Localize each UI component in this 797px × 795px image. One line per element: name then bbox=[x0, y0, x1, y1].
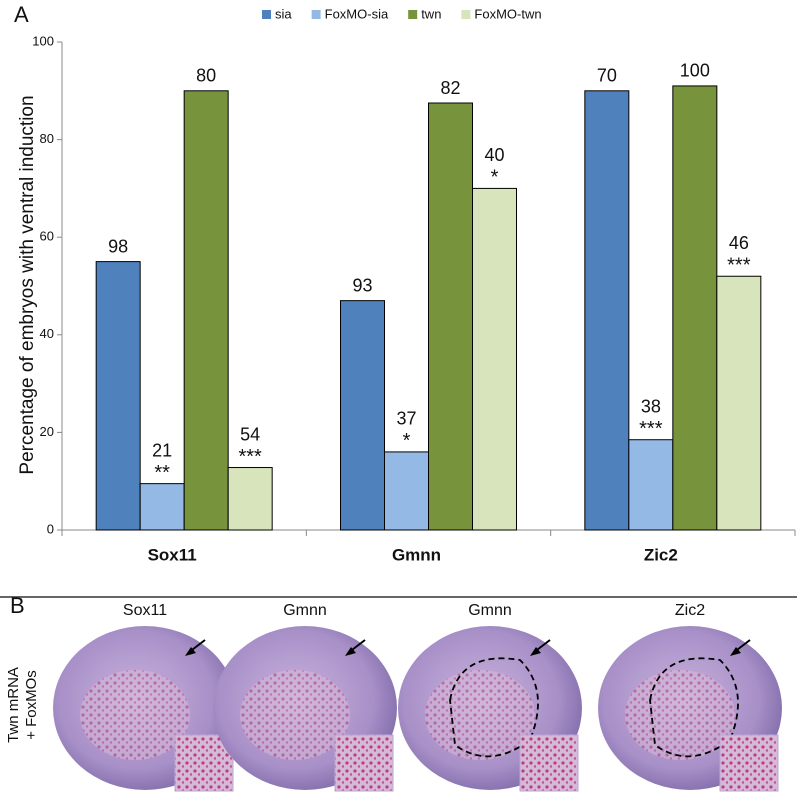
arrow-head bbox=[345, 647, 356, 656]
bar bbox=[139, 483, 185, 531]
y-tick-label: 60 bbox=[40, 229, 54, 244]
bar bbox=[227, 467, 273, 531]
legend-swatch bbox=[311, 10, 321, 19]
legend-label: sia bbox=[275, 6, 292, 21]
arrow-head bbox=[730, 647, 741, 656]
x-tick-label: Sox11 bbox=[148, 545, 197, 564]
y-tick-label: 20 bbox=[40, 424, 54, 439]
panel-label: B bbox=[10, 593, 25, 618]
panel-b: B Twn mRNA + FoxMOs Sox11 Gmnn Gmnn Zic2 bbox=[0, 593, 797, 792]
image-title: Gmnn bbox=[468, 602, 512, 619]
bar bbox=[584, 90, 630, 531]
bar bbox=[472, 187, 517, 531]
inset bbox=[519, 734, 579, 792]
panel-label: A bbox=[14, 2, 29, 27]
y-tick-label: 80 bbox=[40, 131, 54, 146]
bar bbox=[384, 451, 429, 531]
y-tick-label: 100 bbox=[32, 33, 54, 48]
n-label: 98 bbox=[108, 236, 128, 256]
n-label: 46 bbox=[729, 233, 749, 253]
n-label: 82 bbox=[440, 78, 460, 98]
stain bbox=[625, 670, 735, 760]
n-label: 38 bbox=[641, 396, 661, 416]
bar bbox=[628, 439, 674, 531]
legend-label: FoxMO-twn bbox=[474, 6, 541, 21]
legend-label: twn bbox=[421, 6, 441, 21]
bar bbox=[428, 102, 473, 531]
x-tick-label: Gmnn bbox=[392, 545, 441, 564]
image-title: Gmnn bbox=[283, 602, 327, 619]
significance-label: * bbox=[403, 430, 411, 452]
bar bbox=[340, 300, 385, 531]
y-tick-label: 0 bbox=[47, 521, 54, 536]
stain bbox=[425, 670, 535, 760]
plot: 0 20 40 60 80 100 sia FoxMO-sia twn FoxMO-twn Sox1… bbox=[32, 6, 796, 564]
legend-swatch bbox=[461, 10, 471, 19]
bar bbox=[95, 261, 141, 531]
n-label: 37 bbox=[396, 409, 416, 429]
significance-label: *** bbox=[238, 446, 262, 468]
legend-swatch bbox=[262, 10, 271, 19]
n-label: 100 bbox=[680, 61, 710, 81]
legend-label: FoxMO-sia bbox=[325, 6, 389, 21]
significance-label: * bbox=[491, 167, 499, 189]
bar bbox=[672, 85, 718, 531]
y-axis-label: Percentage of embryos with ventral induc… bbox=[17, 95, 38, 474]
n-label: 93 bbox=[352, 275, 372, 295]
image-title: Zic2 bbox=[675, 602, 705, 619]
significance-label: *** bbox=[727, 255, 751, 277]
bar bbox=[716, 275, 762, 531]
significance-label: *** bbox=[639, 418, 663, 440]
y-tick-label: 40 bbox=[40, 326, 54, 341]
outline bbox=[449, 657, 539, 758]
legend: sia FoxMO-sia twn FoxMO-twn bbox=[262, 6, 542, 21]
inset bbox=[334, 734, 394, 792]
inset bbox=[719, 734, 779, 792]
n-label: 40 bbox=[484, 145, 504, 165]
legend-swatch bbox=[408, 10, 418, 19]
side-label: + FoxMOs bbox=[23, 670, 40, 740]
outline bbox=[649, 657, 739, 758]
n-label: 21 bbox=[152, 440, 172, 460]
n-label: 54 bbox=[240, 424, 260, 444]
n-label: 80 bbox=[196, 66, 216, 86]
side-label: Twn mRNA bbox=[5, 667, 22, 743]
image-title: Sox11 bbox=[123, 602, 167, 619]
x-tick-label: Zic2 bbox=[644, 545, 678, 564]
stain bbox=[240, 670, 350, 760]
arrow-head bbox=[185, 647, 196, 656]
stain bbox=[80, 670, 190, 760]
n-label: 70 bbox=[597, 66, 617, 86]
bar bbox=[183, 90, 229, 531]
significance-label: ** bbox=[154, 462, 170, 484]
arrow-head bbox=[530, 647, 541, 656]
